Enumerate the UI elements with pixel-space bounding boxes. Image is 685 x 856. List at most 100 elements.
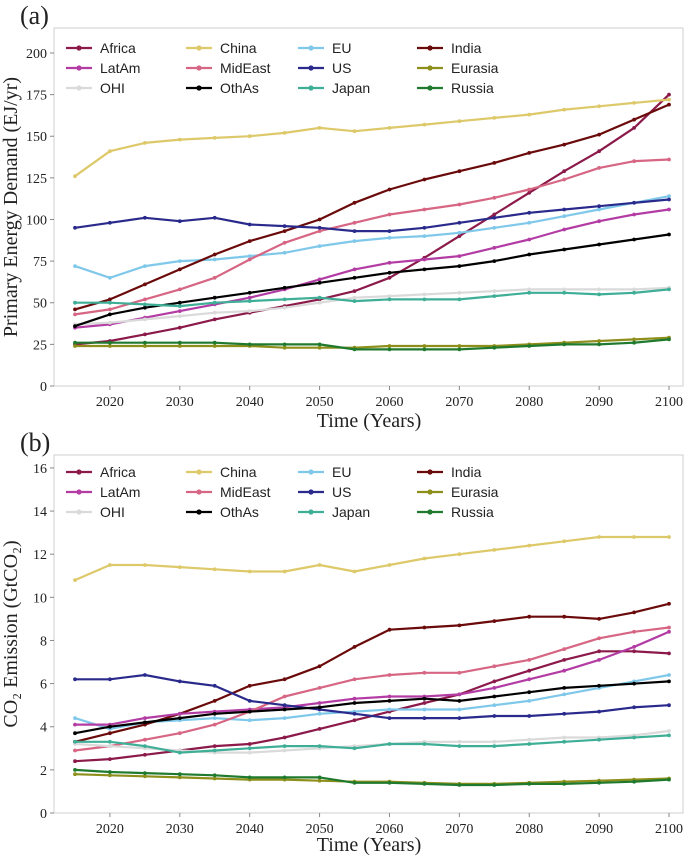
data-point-mideast [212, 275, 217, 280]
data-point-africa [562, 658, 567, 662]
data-point-ohi [247, 309, 252, 313]
data-point-india [457, 623, 462, 628]
data-point-ohi [282, 748, 287, 753]
data-point-ohi [562, 287, 567, 292]
data-point-mideast [247, 257, 252, 262]
legend-item-us: US [298, 60, 351, 76]
legend-item-russia: Russia [417, 80, 494, 96]
data-point-china [73, 174, 77, 179]
data-point-russia [387, 347, 392, 352]
legend-label-us: US [332, 484, 351, 500]
legend-swatch-marker [76, 65, 82, 71]
legend-label-mideast: MidEast [220, 484, 271, 500]
legend-swatch-marker [427, 65, 433, 71]
data-point-us [212, 215, 217, 220]
data-point-latam [597, 219, 601, 224]
data-point-india [177, 267, 182, 272]
data-point-eurasia [387, 344, 392, 348]
data-point-eu [527, 699, 532, 703]
data-point-othas [422, 696, 427, 701]
data-point-india [387, 187, 392, 192]
data-point-mideast [108, 307, 112, 312]
series-line-africa [74, 93, 670, 346]
data-point-eu [422, 707, 427, 712]
data-point-china [177, 565, 182, 569]
data-point-ohi [492, 739, 497, 744]
data-point-eurasia [73, 772, 77, 777]
x-tick-label: 2070 [445, 395, 473, 410]
data-point-russia [282, 342, 287, 347]
data-point-africa [632, 649, 636, 654]
data-point-latam [352, 267, 357, 272]
data-point-eurasia [282, 345, 287, 350]
legend-item-india: India [417, 464, 482, 480]
data-point-mideast [562, 647, 567, 651]
data-point-eu [317, 711, 322, 716]
data-point-us [632, 200, 636, 205]
data-point-africa [562, 169, 567, 174]
data-point-us [177, 219, 182, 224]
legend-item-us: US [298, 484, 351, 500]
data-point-eu [597, 207, 601, 212]
legend-label-russia: Russia [451, 504, 494, 520]
series-japan [73, 287, 671, 308]
data-point-africa [527, 190, 532, 195]
data-point-china [212, 567, 217, 572]
panel-label-a: (a) [20, 1, 49, 30]
data-point-us [527, 210, 532, 215]
data-point-mideast [317, 686, 322, 690]
legend-item-latam: LatAm [66, 60, 140, 76]
data-point-africa [492, 212, 497, 217]
data-point-us [352, 229, 357, 234]
legend-item-ohi: OHI [66, 80, 125, 96]
legend-swatch-marker [427, 509, 433, 515]
data-point-russia [597, 780, 601, 785]
data-point-us [247, 699, 252, 703]
data-point-india [143, 282, 147, 287]
data-point-india [247, 239, 252, 244]
data-point-eurasia [177, 775, 182, 780]
data-point-othas [143, 720, 147, 725]
data-point-china [422, 122, 427, 127]
x-tick-label: 2050 [306, 395, 334, 410]
data-point-mideast [667, 625, 671, 630]
data-point-mideast [562, 177, 567, 182]
data-point-eu [352, 239, 357, 244]
data-point-othas [247, 290, 252, 295]
y-tick-label: 125 [26, 172, 47, 187]
data-point-japan [177, 750, 182, 755]
data-point-india [562, 614, 567, 619]
legend-item-eu: EU [298, 40, 351, 56]
data-point-india [317, 664, 322, 669]
data-point-japan [597, 737, 601, 742]
data-point-india [597, 617, 601, 621]
data-point-latam [422, 257, 427, 262]
data-point-us [282, 224, 287, 229]
legend-item-japan: Japan [298, 80, 370, 96]
data-point-india [527, 614, 532, 619]
data-point-japan [282, 297, 287, 302]
data-point-japan [73, 739, 77, 744]
series-line-japan [75, 734, 670, 754]
data-point-othas [597, 683, 601, 688]
data-point-india [597, 132, 601, 137]
x-tick-label: 2070 [445, 822, 473, 837]
data-point-russia [247, 342, 252, 347]
data-point-china [108, 563, 112, 567]
legend-label-india: India [451, 464, 482, 480]
panel-a: (a) Time (Years) Primary Energy Demand (… [0, 1, 684, 432]
data-point-mideast [632, 629, 636, 634]
data-point-india [667, 102, 671, 107]
plot-frame-a [53, 27, 684, 387]
data-point-china [108, 149, 112, 154]
data-point-russia [73, 768, 77, 772]
legend-item-africa: Africa [66, 464, 136, 480]
data-point-japan [212, 300, 217, 305]
data-point-mideast [422, 670, 427, 675]
data-point-othas [352, 275, 357, 280]
data-point-mideast [352, 677, 357, 682]
legend-swatch-marker [427, 469, 433, 475]
y-tick-label: 12 [33, 548, 47, 563]
data-point-japan [527, 742, 532, 746]
data-point-china [212, 136, 217, 140]
